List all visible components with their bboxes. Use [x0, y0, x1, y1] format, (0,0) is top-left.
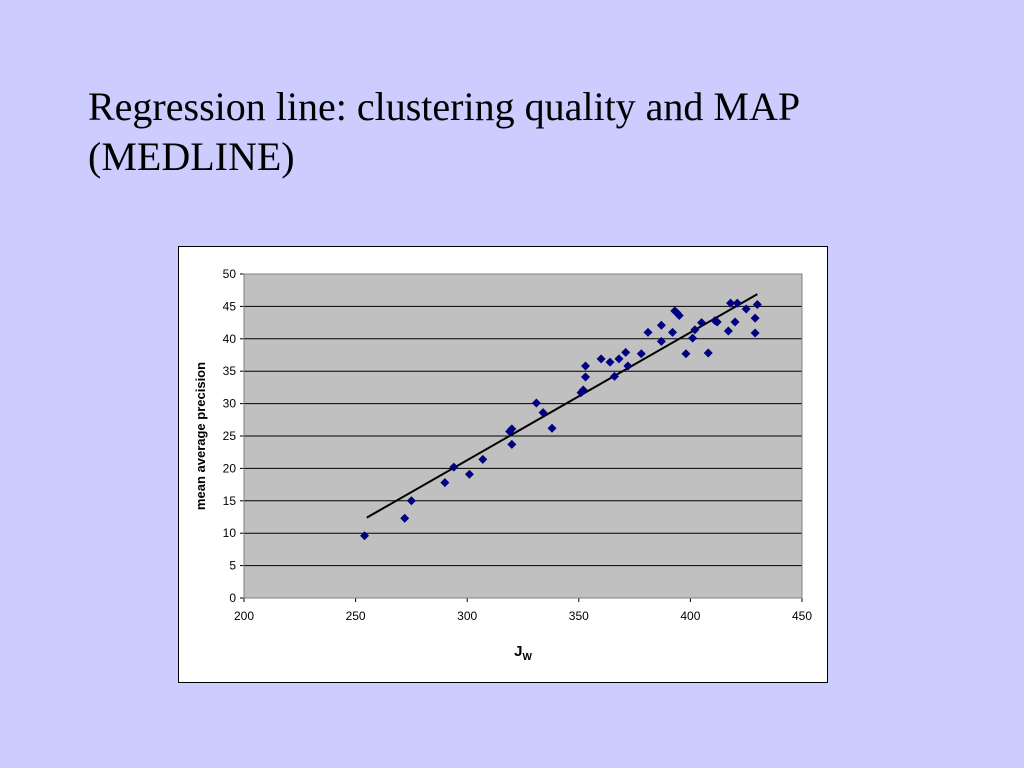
y-tick-label: 0	[229, 591, 236, 605]
data-point	[636, 349, 646, 359]
x-axis-label-main: J	[514, 643, 522, 660]
data-point	[614, 354, 624, 364]
x-tick-label: 450	[792, 609, 812, 623]
data-point	[464, 469, 474, 479]
x-axis-ticks: 200 250 300 350 400 450	[234, 598, 812, 623]
data-points	[360, 298, 762, 541]
data-point	[449, 462, 459, 472]
data-point	[681, 349, 691, 359]
data-point	[674, 310, 684, 320]
y-tick-label: 15	[223, 494, 237, 508]
data-point	[697, 318, 707, 328]
x-tick-label: 350	[569, 609, 589, 623]
data-point	[478, 454, 488, 464]
data-point	[610, 371, 620, 381]
data-point	[732, 298, 742, 308]
data-point	[605, 357, 615, 367]
y-tick-label: 10	[223, 526, 237, 540]
data-point	[360, 531, 370, 541]
y-tick-label: 5	[229, 559, 236, 573]
data-point	[712, 317, 722, 327]
data-point	[672, 308, 682, 318]
slide-title-line-1: Regression line: clustering quality and …	[88, 84, 801, 129]
y-tick-label: 20	[223, 461, 237, 475]
data-point	[688, 333, 698, 343]
data-point	[440, 478, 450, 488]
axes	[243, 273, 803, 599]
x-axis-label: JW	[514, 643, 532, 663]
y-tick-label: 25	[223, 429, 237, 443]
chart-frame: 0 5 10 15 20 25 30 35 40 45 50 200 250 300 350 400 450 …	[178, 246, 828, 683]
y-tick-label: 50	[223, 267, 237, 281]
data-point	[703, 348, 713, 358]
data-point	[621, 347, 631, 357]
data-point	[656, 320, 666, 330]
y-tick-label: 30	[223, 397, 237, 411]
data-point	[547, 423, 557, 433]
data-point	[723, 326, 733, 336]
x-tick-label: 300	[457, 609, 477, 623]
data-point	[750, 313, 760, 323]
data-point	[531, 398, 541, 408]
data-point	[668, 327, 678, 337]
y-tick-label: 40	[223, 332, 237, 346]
data-point	[400, 513, 410, 523]
x-tick-label: 400	[680, 609, 700, 623]
y-tick-label: 35	[223, 364, 237, 378]
data-point	[750, 328, 760, 338]
data-point	[507, 424, 517, 434]
data-point	[580, 372, 590, 382]
x-axis-label-subscript: W	[522, 652, 532, 663]
data-point	[596, 354, 606, 364]
data-point	[726, 298, 736, 308]
plot-area-border	[243, 273, 803, 599]
data-point	[623, 361, 633, 371]
data-point	[741, 304, 751, 314]
data-point	[505, 426, 515, 436]
data-point	[578, 385, 588, 395]
data-point	[656, 336, 666, 346]
slide-title: Regression line: clustering quality and …	[88, 82, 968, 182]
x-tick-label: 200	[234, 609, 254, 623]
data-point	[406, 496, 416, 506]
data-point	[730, 317, 740, 327]
data-point	[752, 299, 762, 309]
slide-title-line-2: (MEDLINE)	[88, 134, 295, 179]
x-tick-label: 250	[346, 609, 366, 623]
data-point	[580, 361, 590, 371]
y-axis-ticks: 0 5 10 15 20 25 30 35 40 45 50	[223, 267, 244, 605]
data-point	[690, 325, 700, 335]
data-point	[507, 439, 517, 449]
data-point	[643, 327, 653, 337]
data-point	[538, 408, 548, 418]
y-axis-label: mean average precision	[193, 362, 208, 510]
y-tick-label: 45	[223, 299, 237, 313]
